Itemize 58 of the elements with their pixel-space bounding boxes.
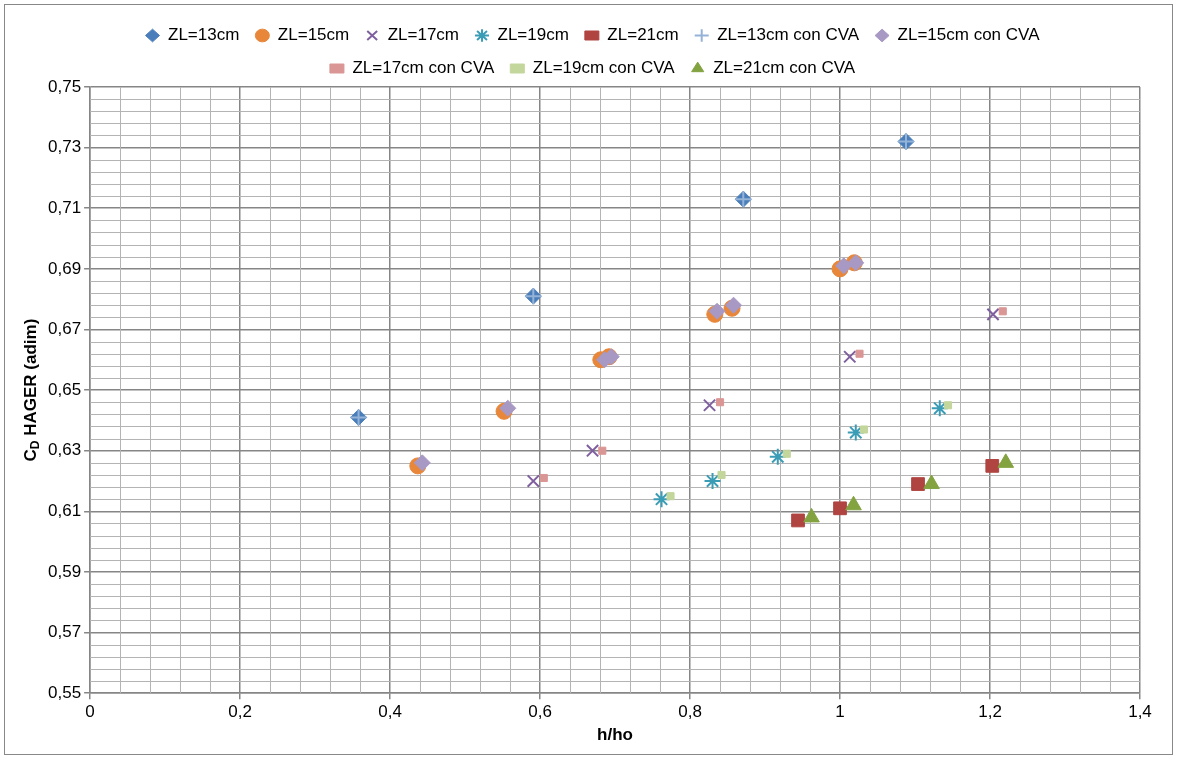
x-tick-label: 0,2 xyxy=(228,702,252,722)
x-axis-title: h/ho xyxy=(597,725,633,745)
point xyxy=(998,307,1007,316)
point xyxy=(702,398,717,412)
legend-label: ZL=19cm con CVA xyxy=(532,58,676,78)
point xyxy=(499,399,517,417)
point xyxy=(943,401,953,410)
point xyxy=(985,459,1000,473)
point xyxy=(930,399,949,418)
y-tick-label: 0,55 xyxy=(47,682,82,702)
point xyxy=(855,349,864,358)
point xyxy=(835,257,853,275)
y-tick-label: 0,57 xyxy=(47,622,82,642)
y-tick-label: 0,63 xyxy=(47,440,82,460)
x-tick-label: 0,8 xyxy=(678,702,702,722)
point xyxy=(585,444,600,458)
point xyxy=(833,501,847,516)
x-tick-label: 0,4 xyxy=(378,702,402,722)
y-axis-title: CD HAGER (adim) xyxy=(20,318,43,462)
legend-label: ZL=17cm con CVA xyxy=(352,58,495,78)
point xyxy=(539,473,548,483)
y-tick-label: 0,65 xyxy=(47,379,82,399)
point xyxy=(526,474,540,488)
point xyxy=(782,449,791,458)
point xyxy=(911,477,925,491)
x-tick-label: 0,6 xyxy=(528,702,552,722)
legend-label: ZL=15cm xyxy=(277,25,350,45)
legend-label: ZL=17cm xyxy=(387,25,460,45)
point xyxy=(716,398,725,407)
point xyxy=(666,492,675,501)
legend-label: ZL=21cm con CVA xyxy=(713,58,856,78)
x-tick-label: 0 xyxy=(85,702,95,722)
point xyxy=(717,470,726,479)
point xyxy=(846,423,865,442)
y-tick-label: 0,71 xyxy=(47,197,82,217)
y-tick-label: 0,69 xyxy=(47,258,82,278)
x-tick-label: 1 xyxy=(835,702,845,722)
legend-label: ZL=19cm xyxy=(497,25,569,45)
legend-label: ZL=21cm xyxy=(607,25,679,45)
y-tick-label: 0,61 xyxy=(47,501,82,521)
y-tick-label: 0,67 xyxy=(47,319,82,339)
x-tick-label: 1,4 xyxy=(1128,702,1152,722)
legend-label: ZL=13cm con CVA xyxy=(717,25,860,45)
point xyxy=(859,425,869,434)
y-tick-label: 0,73 xyxy=(47,137,82,157)
point xyxy=(413,454,431,472)
point xyxy=(652,490,671,509)
x-tick-label: 1,2 xyxy=(978,702,1002,722)
y-tick-label: 0,75 xyxy=(47,76,82,96)
point xyxy=(768,447,787,466)
point xyxy=(843,350,857,364)
legend-label: ZL=13cm xyxy=(168,25,240,45)
legend-label: ZL=15cm con CVA xyxy=(897,25,1041,45)
point xyxy=(986,307,1000,321)
y-tick-label: 0,59 xyxy=(47,561,82,581)
point xyxy=(703,472,722,491)
point xyxy=(598,446,607,455)
point xyxy=(791,513,805,528)
